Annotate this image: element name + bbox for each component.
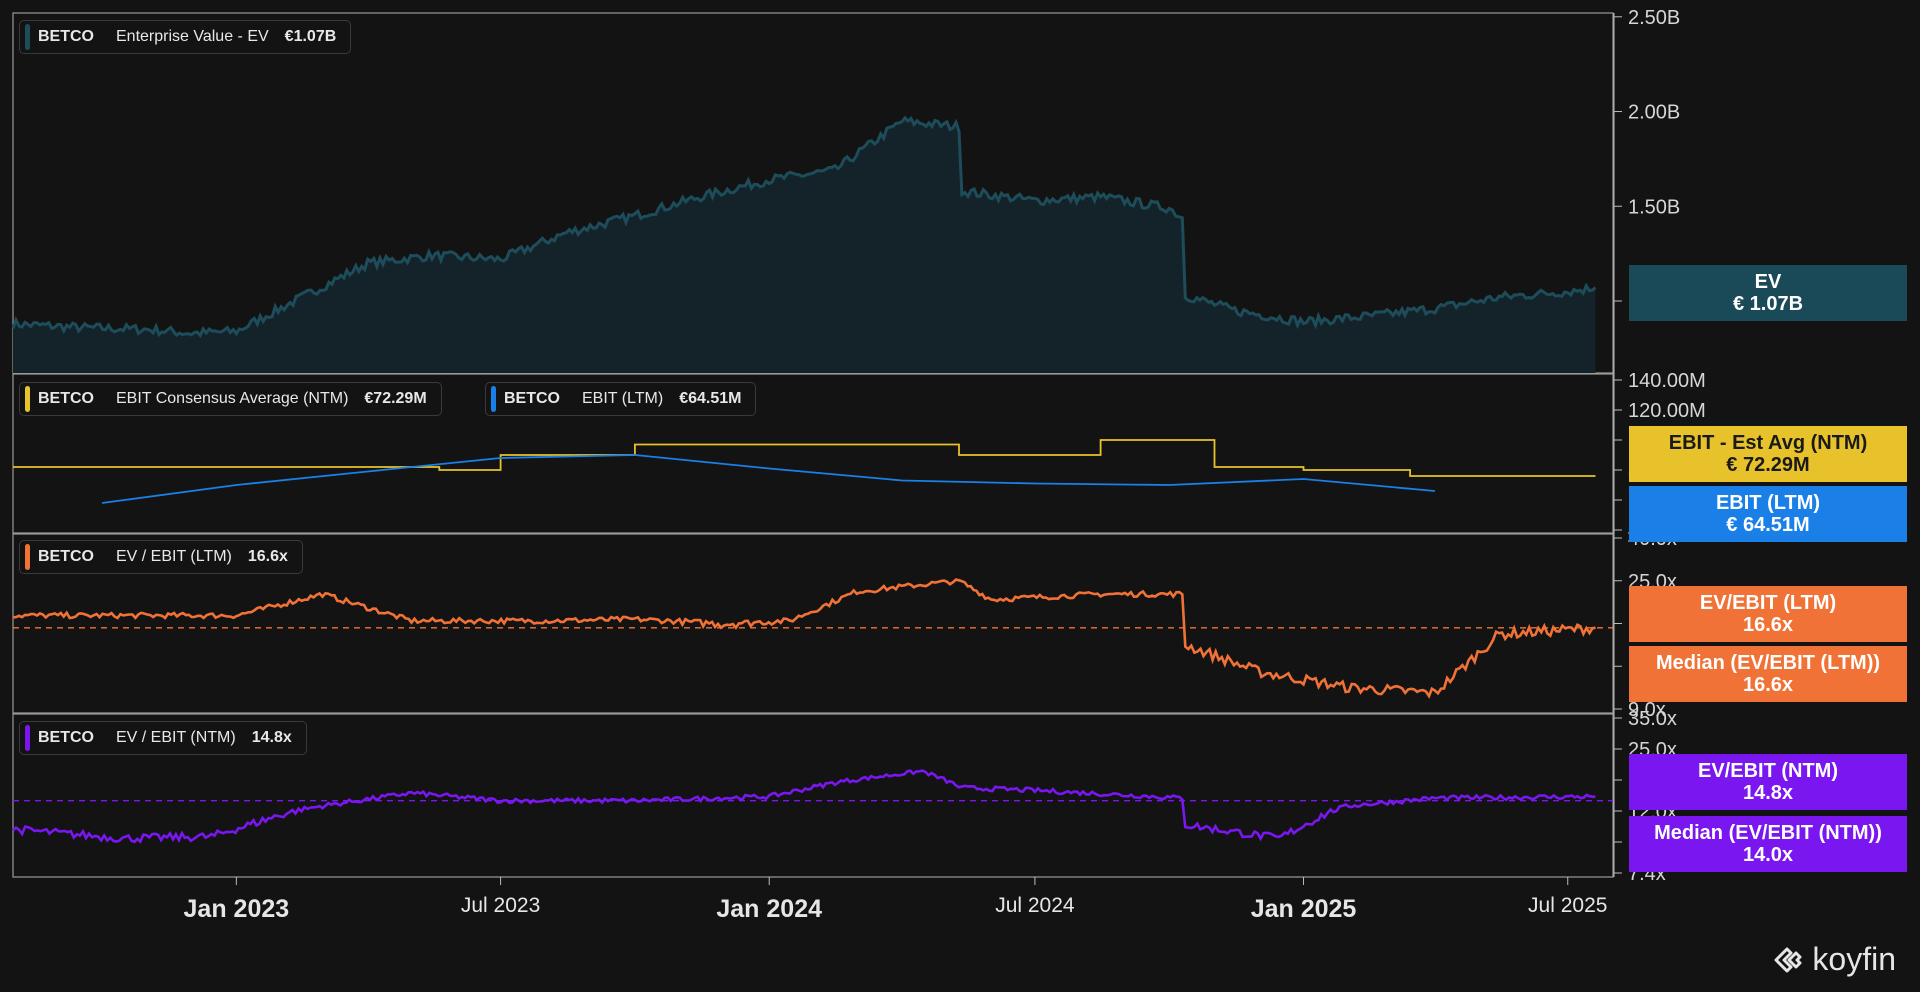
tag-label: EV/EBIT (LTM) [1699, 592, 1837, 614]
legend-metric: EBIT Consensus Average (NTM) [116, 390, 349, 407]
legend-value: €64.51M [679, 390, 742, 407]
tag-value: 16.6x [1742, 674, 1794, 696]
legend-swatch [25, 386, 30, 412]
y-tick-label: 2.50B [1628, 7, 1680, 29]
legend-ev[interactable]: BETCO Enterprise Value - EV €1.07B [19, 20, 352, 54]
pane-frame [12, 713, 1614, 878]
x-tick-label: Jul 2023 [461, 894, 540, 917]
legend-metric: EV / EBIT (NTM) [116, 729, 236, 746]
legend-swatch [491, 386, 496, 412]
legend-value: €1.07B [284, 28, 337, 45]
tag-value: € 64.51M [1726, 514, 1810, 536]
x-tick-label: Jan 2024 [716, 895, 822, 923]
tag-value: 14.8x [1742, 782, 1794, 804]
legend-swatch [25, 24, 30, 50]
legend-swatch [25, 725, 30, 751]
legend-ticker: BETCO [38, 729, 94, 746]
legend-metric: EBIT (LTM) [582, 390, 664, 407]
legend-ticker: BETCO [504, 390, 560, 407]
tag-value: € 1.07B [1732, 293, 1804, 315]
x-tick-label: Jan 2025 [1251, 895, 1357, 923]
tag-label: EV [1754, 271, 1782, 293]
tag-label: Median (EV/EBIT (LTM)) [1655, 652, 1881, 674]
tag-label: EBIT - Est Avg (NTM) [1668, 432, 1868, 454]
x-tick-label: Jul 2024 [995, 894, 1075, 917]
tag-median-ev-ebit-ntm: Median (EV/EBIT (NTM)) 14.0x [1629, 816, 1907, 872]
koyfin-logo: koyfin [1772, 941, 1896, 978]
y-tick-label: 140.00M [1628, 370, 1706, 392]
y-tick-label: 1.50B [1628, 196, 1680, 218]
ev-area-fill [13, 117, 1596, 373]
legend-swatch [25, 544, 30, 570]
legend-value: €72.29M [364, 390, 427, 407]
pane-frame [12, 373, 1614, 534]
ebit-ltm-line [101, 454, 1435, 504]
tag-median-ev-ebit-ltm: Median (EV/EBIT (LTM)) 16.6x [1629, 646, 1907, 702]
tag-label: Median (EV/EBIT (NTM)) [1654, 822, 1882, 844]
y-tick-label: 120.00M [1628, 400, 1706, 422]
legend-ticker: BETCO [38, 28, 94, 45]
tag-label: EV/EBIT (NTM) [1698, 760, 1838, 782]
tag-ebit-ltm: EBIT (LTM) € 64.51M [1629, 486, 1907, 542]
legend-ebit-ntm[interactable]: BETCO EBIT Consensus Average (NTM) €72.2… [19, 382, 442, 416]
tag-ev-ebit-ltm: EV/EBIT (LTM) 16.6x [1629, 586, 1907, 642]
tag-ev: EV € 1.07B [1629, 265, 1907, 321]
tag-label: EBIT (LTM) [1715, 492, 1821, 514]
y-tick-label: 9.0x [1628, 699, 1666, 721]
legend-value: 16.6x [247, 548, 288, 565]
y-tick-label: 35.0x [1628, 708, 1677, 730]
x-tick-label: Jul 2025 [1528, 894, 1607, 917]
x-tick-label: Jan 2023 [184, 895, 290, 923]
tag-ebit-ntm: EBIT - Est Avg (NTM) € 72.29M [1629, 426, 1907, 482]
legend-value: 14.8x [251, 729, 292, 746]
y-tick-label: 2.00B [1628, 102, 1680, 124]
ev-ebit-ntm-line [12, 769, 1596, 844]
koyfin-mark-icon [1774, 947, 1802, 972]
legend-metric: EV / EBIT (LTM) [116, 548, 232, 565]
ev-line [11, 115, 1597, 339]
brand-name: koyfin [1812, 941, 1896, 977]
ebit-ntm-line [13, 439, 1596, 477]
legend-ticker: BETCO [38, 548, 94, 565]
tag-value: 14.0x [1742, 844, 1794, 866]
legend-ebit-ltm[interactable]: BETCO EBIT (LTM) €64.51M [485, 382, 757, 416]
legend-ticker: BETCO [38, 390, 94, 407]
tag-value: € 72.29M [1726, 454, 1810, 476]
tag-ev-ebit-ntm: EV/EBIT (NTM) 14.8x [1629, 754, 1907, 810]
legend-metric: Enterprise Value - EV [116, 28, 269, 45]
ev-ebit-ltm-line [12, 578, 1596, 699]
tag-value: 16.6x [1742, 614, 1794, 636]
legend-ev-ebit-ltm[interactable]: BETCO EV / EBIT (LTM) 16.6x [19, 540, 303, 574]
pane-frame [12, 533, 1614, 714]
legend-ev-ebit-ntm[interactable]: BETCO EV / EBIT (NTM) 14.8x [19, 721, 307, 755]
